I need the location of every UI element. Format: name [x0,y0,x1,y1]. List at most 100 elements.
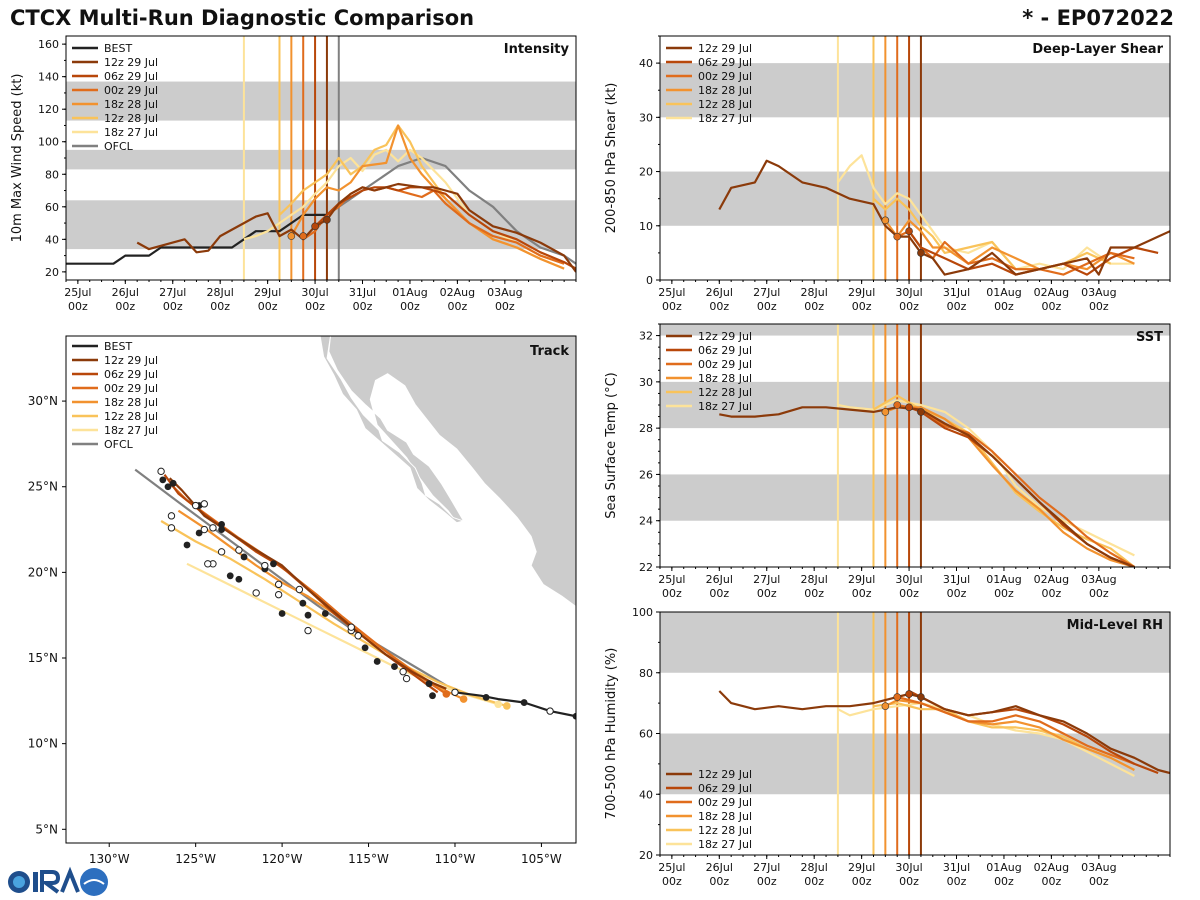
sst-marker-18z-28-jul [881,408,890,416]
track-marker-filled [218,521,225,528]
sst-xtick-label: 00z [1089,587,1109,600]
sst-frame [659,323,1171,568]
track-marker-open [235,546,243,554]
storm-id-title: * - EP072022 [1022,6,1174,30]
track-legend-label-12z-28-jul: 12z 28 Jul [104,410,158,423]
track-marker-open [402,674,411,683]
intensity-legend-label-06z-29-jul: 06z 29 Jul [104,70,158,83]
rh-xtick-label: 00z [1042,875,1062,888]
rh-title: Mid-Level RH [1067,618,1163,633]
sst-marker-12z-29-jul [917,408,925,416]
sst-xtick-label: 25Jul [658,573,685,586]
rh-legend-label-06z-29-jul: 06z 29 Jul [698,782,752,795]
shear-legend-label-00z-29-jul: 00z 29 Jul [698,70,752,83]
shear-marker-06z-29-jul [905,227,913,235]
shear-xtick-label: 00z [804,300,824,313]
intensity-xtick-label: 00z [115,300,135,313]
intensity-xtick-label: 00z [305,300,325,313]
track-marker-open [252,589,260,597]
rh-ylabel: 700-500 hPa Humidity (%) [604,648,619,820]
track-end-18z-28-jul [459,695,468,703]
shear-plot-area [660,36,1170,280]
shear-xtick-label: 00z [1042,300,1062,313]
track-end-00z-29-jul [442,690,451,698]
sst-band-2 [660,324,1170,336]
track-end-18z-27-jul [494,700,503,709]
track-legend-label-18z-28-jul: 18z 28 Jul [104,396,158,409]
track-marker-open [274,580,283,589]
intensity-panel: 2040608010012014016025Jul00z26Jul00z27Ju… [10,35,577,313]
shear-panel: 01020304025Jul00z26Jul00z27Jul00z28Jul00… [604,35,1171,313]
shear-frame [659,35,1171,281]
track-marker-open [295,585,304,594]
track-marker-filled [520,699,528,706]
shear-legend-label-18z-27-jul: 18z 27 Jul [698,112,752,125]
track-marker-filled [270,560,277,568]
sst-xtick-label: 00z [662,587,682,600]
rh-xtick-label: 25Jul [658,861,685,874]
sst-xtick-label: 00z [899,587,919,600]
track-marker-open [399,668,407,676]
track-xtick-label: 115°W [348,852,389,866]
intensity-xtick-label: 02Aug [440,286,475,299]
shear-ytick-label: 10 [639,220,653,233]
intensity-series-00z-29-jul [302,186,565,265]
intensity-xtick-label: 00z [400,300,420,313]
rh-legend-label-18z-28-jul: 18z 28 Jul [698,810,752,823]
rh-ytick-label: 100 [632,606,653,619]
intensity-title: Intensity [504,42,570,57]
rh-xtick-label: 02Aug [1034,861,1069,874]
track-frame [65,335,577,844]
rh-xtick-label: 28Jul [801,861,828,874]
intensity-xtick-label: 01Aug [392,286,427,299]
intensity-legend-label-12z-28-jul: 12z 28 Jul [104,112,158,125]
shear-marker-18z-28-jul [881,216,890,225]
track-marker-filled [169,479,177,487]
rh-marker-06z-29-jul [905,690,913,698]
intensity-ytick-label: 120 [38,103,59,116]
track-marker-open [200,500,209,508]
rh-xtick-label: 30Jul [895,861,922,874]
intensity-series-ofcl [326,156,576,265]
track-ytick-label: 5°N [35,822,58,836]
track-marker-filled [373,658,381,665]
shear-ytick-label: 40 [639,57,653,70]
track-marker-filled [235,575,243,583]
track-legend-label-ofcl: OFCL [104,438,134,451]
sst-xtick-label: 27Jul [753,573,780,586]
intensity-plot-area [66,36,576,280]
sst-marker-06z-29-jul [905,403,913,412]
intensity-ylabel: 10m Max Wind Speed (kt) [10,74,25,243]
intensity-xtick-label: 30Jul [301,286,328,299]
intensity-band-2 [66,81,576,121]
track-ytick-label: 25°N [28,480,58,494]
track-marker-filled [240,553,248,561]
intensity-xtick-label: 00z [353,300,373,313]
sst-xtick-label: 29Jul [848,573,875,586]
page-title: CTCX Multi-Run Diagnostic Comparison [10,6,475,30]
intensity-series-18z-28-jul [290,124,565,270]
sst-xtick-label: 00z [1042,587,1062,600]
intensity-legend-label-00z-29-jul: 00z 29 Jul [104,84,158,97]
rh-ytick-label: 60 [639,728,653,741]
intensity-ytick-label: 140 [38,71,59,84]
sst-series-18z-28-jul [884,406,1135,567]
sst-legend-label-18z-27-jul: 18z 27 Jul [698,400,752,413]
shear-series-12z-29-jul [718,159,1170,276]
shear-xtick-label: 00z [947,300,967,313]
intensity-ytick-label: 100 [38,136,59,149]
intensity-xtick-label: 25Jul [64,286,91,299]
rh-series-18z-27-jul [837,702,1135,777]
intensity-legend-label-18z-27-jul: 18z 27 Jul [104,126,158,139]
track-marker-filled [278,610,286,617]
intensity-xtick-label: 00z [448,300,468,313]
track-series-18z-27-jul [186,562,499,706]
sst-xtick-label: 31Jul [943,573,970,586]
shear-xtick-label: 00z [662,300,682,313]
rh-marker-12z-29-jul [917,693,925,701]
shear-xtick-label: 00z [994,300,1014,313]
track-plot-area [134,336,576,720]
shear-marker-00z-29-jul [893,232,902,241]
shear-band-1 [660,63,1170,118]
sst-legend-label-12z-29-jul: 12z 29 Jul [698,330,752,343]
